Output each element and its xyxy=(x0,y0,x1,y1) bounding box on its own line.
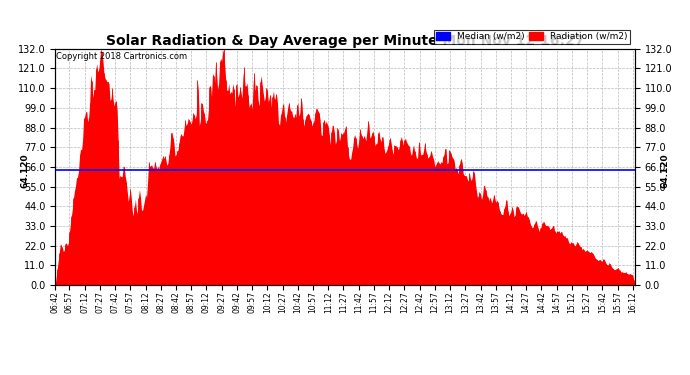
Legend: Median (w/m2), Radiation (w/m2): Median (w/m2), Radiation (w/m2) xyxy=(434,30,630,44)
Text: 64.120: 64.120 xyxy=(20,153,29,188)
Text: 64.120: 64.120 xyxy=(661,153,670,188)
Title: Solar Radiation & Day Average per Minute Mon Nov 12 16:27: Solar Radiation & Day Average per Minute… xyxy=(106,34,584,48)
Text: Copyright 2018 Cartronics.com: Copyright 2018 Cartronics.com xyxy=(56,52,187,61)
